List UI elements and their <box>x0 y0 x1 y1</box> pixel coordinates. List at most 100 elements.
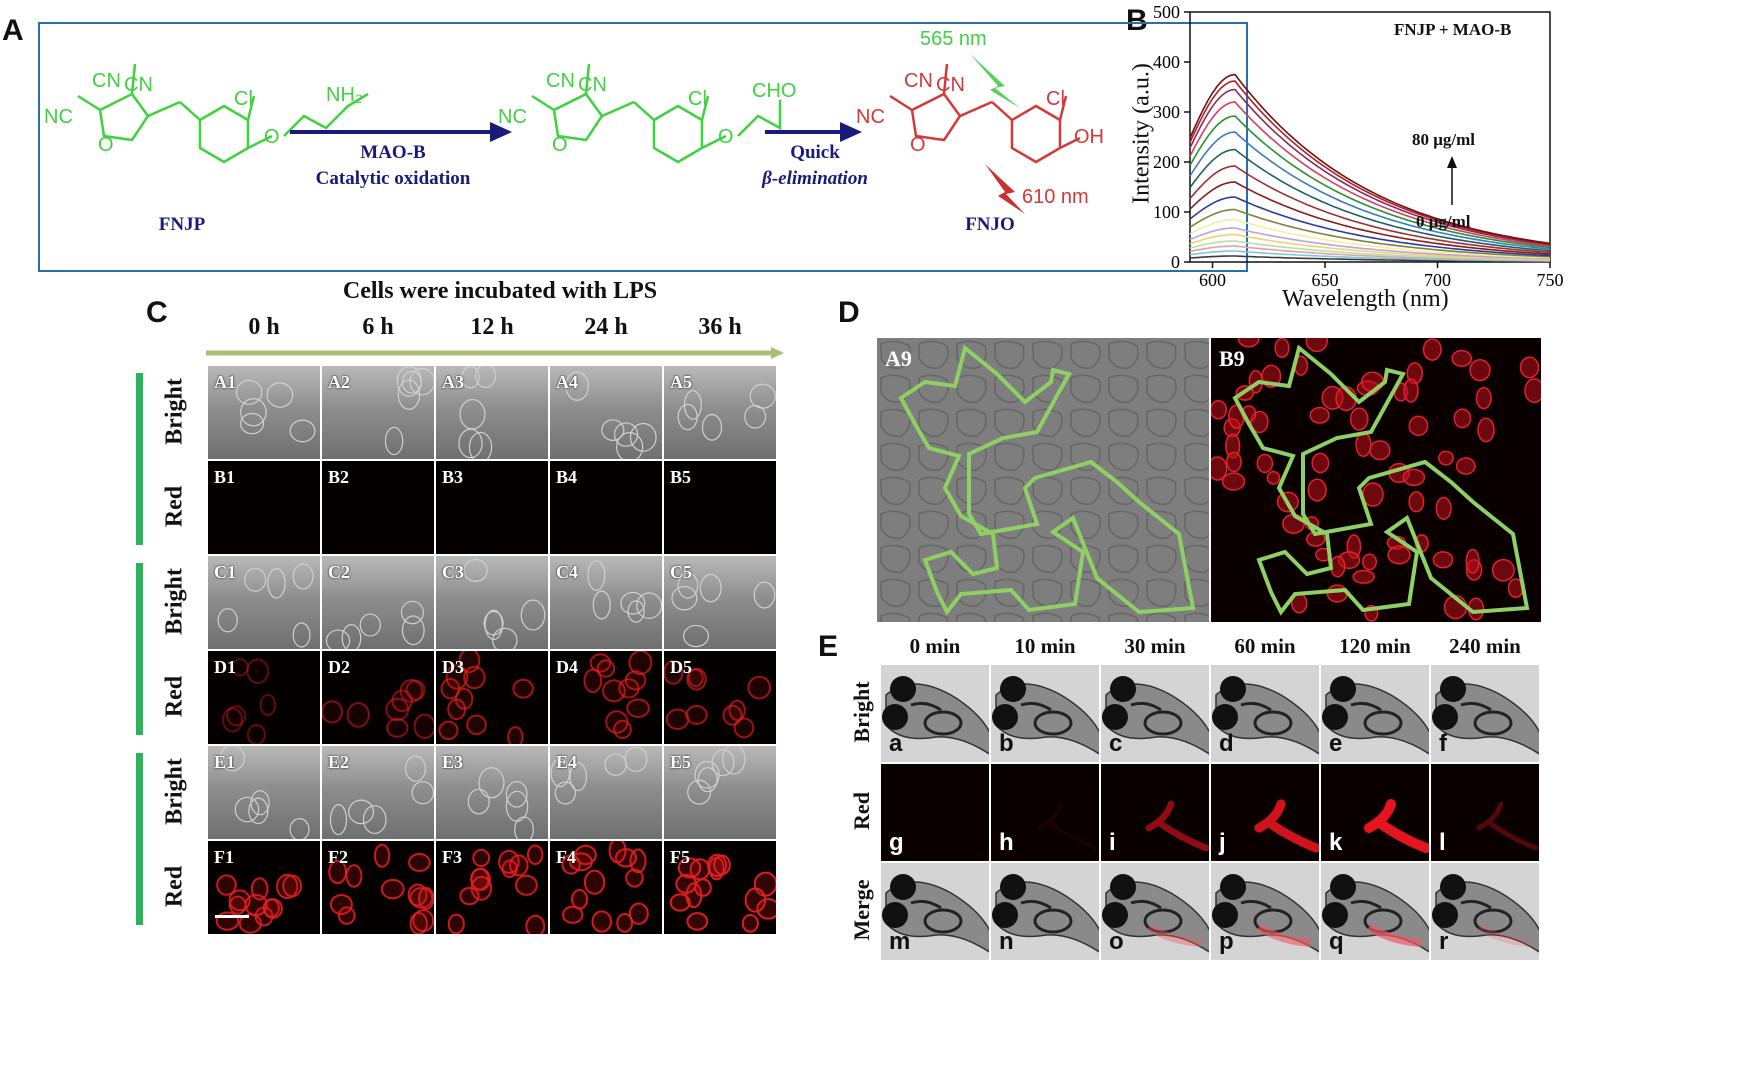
cell-outline <box>701 413 723 441</box>
o-label-2: O <box>718 126 734 148</box>
red-cell <box>445 664 469 690</box>
tile-label: E2 <box>328 752 350 772</box>
time-label-0: 0 h <box>248 314 280 340</box>
red-cell <box>1408 415 1429 437</box>
cell-drawing <box>447 844 546 934</box>
red-cell <box>412 909 434 933</box>
cell-outline <box>682 624 710 648</box>
tile-label: D1 <box>214 657 236 677</box>
cell-drawing <box>550 746 648 805</box>
cell-outline <box>266 382 294 408</box>
e-time-label-0: 0 min <box>909 634 961 658</box>
zebrafish-tile: p <box>1210 862 1320 961</box>
red-cell <box>216 874 237 896</box>
cell-drawing <box>669 853 776 933</box>
spectrum-series <box>1189 218 1551 259</box>
red-cell <box>459 886 480 906</box>
group-bar-1 <box>136 563 143 735</box>
red-cell <box>1432 551 1454 569</box>
arrow2-line1: Quick <box>790 142 840 163</box>
red-cell <box>386 717 409 738</box>
spectrum-series <box>1189 148 1551 252</box>
nc-label-3: NC <box>856 106 885 128</box>
red-cell <box>380 878 405 900</box>
zebrafish-tile: k <box>1320 763 1430 862</box>
red-cell <box>345 864 363 888</box>
arrow1-line2: Catalytic oxidation <box>315 168 471 189</box>
cell-outline <box>613 422 639 447</box>
panel-c-title: Cells were incubated with LPS <box>342 278 658 304</box>
red-cell <box>526 844 544 865</box>
cell-drawing <box>561 841 649 933</box>
zebrafish-tile: a <box>880 664 990 763</box>
tile-label: B2 <box>328 467 350 487</box>
red-cell <box>1403 378 1419 403</box>
red-cell <box>722 704 743 726</box>
cell-outline <box>587 559 606 591</box>
cell-outline <box>239 412 265 435</box>
spectrum-series <box>1189 165 1551 254</box>
cell-outline <box>699 573 722 603</box>
red-cell <box>628 651 653 676</box>
zebrafish-drawing <box>882 676 989 755</box>
red-cell <box>1211 399 1228 420</box>
zebrafish-drawing <box>1254 799 1319 853</box>
tile-label: D4 <box>556 657 578 677</box>
zebrafish-drawing <box>1212 676 1319 755</box>
tile-label: C1 <box>214 562 236 582</box>
red-cell <box>1311 452 1330 474</box>
red-cell <box>694 878 712 897</box>
micrograph-tile: E3 <box>435 745 549 840</box>
red-cell <box>1402 468 1426 487</box>
micrograph-tile: E5 <box>663 745 777 840</box>
y-tick-label: 500 <box>1153 2 1180 22</box>
red-cell <box>337 906 356 925</box>
cell-outline <box>468 431 493 459</box>
e-row-label-1: Red <box>849 791 874 830</box>
x-tick-label: 750 <box>1537 270 1564 290</box>
time-label-4: 36 h <box>698 314 742 340</box>
cell-outline <box>753 581 776 609</box>
arrow1-line1: MAO-B <box>360 142 426 163</box>
red-cell <box>733 717 755 739</box>
cell-outline <box>636 592 662 619</box>
zebrafish-drawing <box>1364 799 1429 853</box>
cell-outline <box>520 599 546 631</box>
cn-label-4: CN <box>578 74 607 96</box>
micrograph-tile: F2 <box>321 840 435 935</box>
cell-drawing <box>583 651 653 740</box>
red-cell <box>1519 356 1540 379</box>
micrograph-tile: A5 <box>663 365 777 460</box>
red-cell <box>626 698 650 718</box>
red-cell <box>246 658 270 684</box>
red-cell <box>1361 553 1378 571</box>
zebrafish-tile: q <box>1320 862 1430 961</box>
red-cell <box>616 913 634 933</box>
micrograph-tile: B4 <box>549 460 663 555</box>
e-tile-label: n <box>999 928 1014 955</box>
tile-label: A2 <box>328 372 350 392</box>
cell-drawing <box>565 371 657 459</box>
emission-red-label: 610 nm <box>1022 186 1089 208</box>
tile-label: C3 <box>442 562 464 582</box>
cell-drawing <box>215 873 303 934</box>
micrograph-tile: F5 <box>663 840 777 935</box>
cell-outline <box>411 781 434 805</box>
zebrafish-tile: l <box>1430 763 1540 862</box>
micrograph-tile: B1 <box>207 460 321 555</box>
zebrafish-drawing <box>1212 874 1319 953</box>
e-tile-label: a <box>889 730 903 757</box>
zebrafish-tile: j <box>1210 763 1320 862</box>
cell-drawing <box>328 843 434 934</box>
time-label-3: 24 h <box>584 314 628 340</box>
cell-outline <box>478 767 505 799</box>
cell-drawing <box>664 659 772 739</box>
tile-label: E1 <box>214 752 236 772</box>
spectrum-series <box>1189 131 1551 250</box>
red-cell <box>1352 569 1375 584</box>
zebrafish-tile: h <box>990 763 1100 862</box>
spectrum-svg: 0 100 200 300 400 500 600 650 700 750 <box>1153 2 1564 290</box>
cell-outline <box>722 746 746 775</box>
zebrafish-tile: n <box>990 862 1100 961</box>
red-cell <box>669 893 691 912</box>
